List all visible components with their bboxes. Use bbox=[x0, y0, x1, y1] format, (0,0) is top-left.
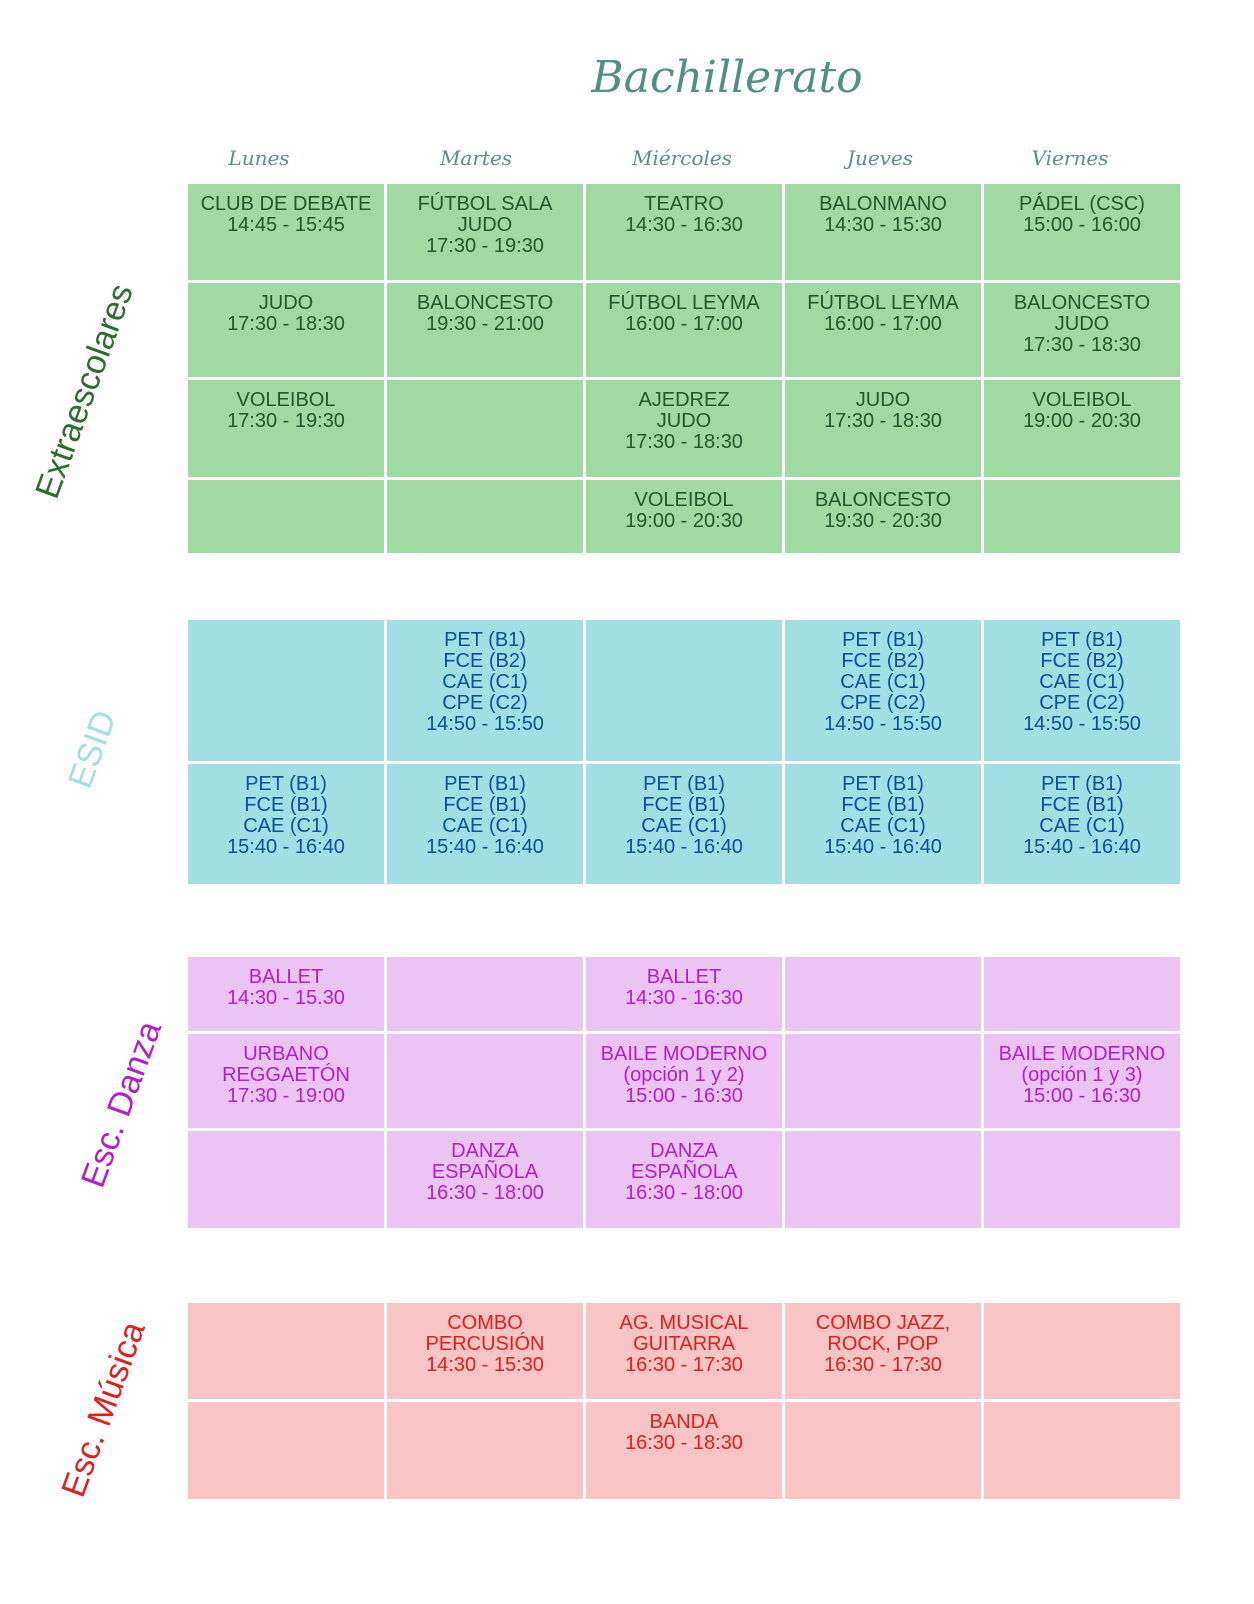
schedule-cell: COMBO PERCUSIÓN 14:30 - 15:30 bbox=[387, 1303, 583, 1399]
schedule-cell bbox=[984, 1402, 1180, 1499]
schedule-cell: PET (B1) FCE (B1) CAE (C1) 15:40 - 16:40 bbox=[984, 764, 1180, 884]
schedule-cell: BAILE MODERNO (opción 1 y 2) 15:00 - 16:… bbox=[586, 1034, 782, 1128]
schedule-cell: PET (B1) FCE (B2) CAE (C1) CPE (C2) 14:5… bbox=[984, 620, 1180, 761]
section-musica: COMBO PERCUSIÓN 14:30 - 15:30 AG. MUSICA… bbox=[188, 1303, 1182, 1499]
schedule-cell bbox=[984, 1131, 1180, 1228]
schedule-cell: URBANO REGGAETÓN 17:30 - 19:00 bbox=[188, 1034, 384, 1128]
section-extraescolares: CLUB DE DEBATE 14:45 - 15:45 FÚTBOL SALA… bbox=[188, 184, 1182, 553]
schedule-cell bbox=[984, 1303, 1180, 1399]
schedule-cell: COMBO JAZZ, ROCK, POP 16:30 - 17:30 bbox=[785, 1303, 981, 1399]
schedule-cell bbox=[188, 1131, 384, 1228]
schedule-cell bbox=[387, 480, 583, 553]
schedule-cell: PET (B1) FCE (B2) CAE (C1) CPE (C2) 14:5… bbox=[785, 620, 981, 761]
section-label-esid: ESID bbox=[61, 705, 124, 794]
schedule-cell bbox=[387, 957, 583, 1031]
schedule-cell: BALONCESTO JUDO 17:30 - 18:30 bbox=[984, 283, 1180, 377]
schedule-cell: CLUB DE DEBATE 14:45 - 15:45 bbox=[188, 184, 384, 280]
schedule-cell: BALLET 14:30 - 15.30 bbox=[188, 957, 384, 1031]
day-header-viernes: Viernes bbox=[1031, 146, 1109, 170]
schedule-cell bbox=[387, 1402, 583, 1499]
day-header-miercoles: Miércoles bbox=[631, 146, 732, 170]
schedule-cell bbox=[785, 957, 981, 1031]
section-esid: PET (B1) FCE (B2) CAE (C1) CPE (C2) 14:5… bbox=[188, 620, 1182, 884]
schedule-cell: PÁDEL (CSC) 15:00 - 16:00 bbox=[984, 184, 1180, 280]
schedule-cell bbox=[785, 1034, 981, 1128]
schedule-cell bbox=[188, 480, 384, 553]
schedule-cell: JUDO 17:30 - 18:30 bbox=[188, 283, 384, 377]
schedule-cell bbox=[984, 480, 1180, 553]
schedule-cell: PET (B1) FCE (B2) CAE (C1) CPE (C2) 14:5… bbox=[387, 620, 583, 761]
schedule-cell bbox=[387, 380, 583, 477]
schedule-cell bbox=[188, 1402, 384, 1499]
schedule-cell bbox=[785, 1131, 981, 1228]
schedule-cell bbox=[984, 957, 1180, 1031]
day-header-jueves: Jueves bbox=[846, 146, 914, 170]
schedule-cell bbox=[785, 1402, 981, 1499]
schedule-cell: AJEDREZ JUDO 17:30 - 18:30 bbox=[586, 380, 782, 477]
schedule-cell bbox=[387, 1034, 583, 1128]
schedule-cell bbox=[586, 620, 782, 761]
schedule-cell: BANDA 16:30 - 18:30 bbox=[586, 1402, 782, 1499]
day-header-martes: Martes bbox=[439, 146, 513, 170]
schedule-cell: TEATRO 14:30 - 16:30 bbox=[586, 184, 782, 280]
schedule-cell: DANZA ESPAÑOLA 16:30 - 18:00 bbox=[586, 1131, 782, 1228]
schedule-cell: PET (B1) FCE (B1) CAE (C1) 15:40 - 16:40 bbox=[188, 764, 384, 884]
schedule-cell: PET (B1) FCE (B1) CAE (C1) 15:40 - 16:40 bbox=[785, 764, 981, 884]
day-header-lunes: Lunes bbox=[228, 146, 290, 170]
schedule-cell: FÚTBOL LEYMA 16:00 - 17:00 bbox=[586, 283, 782, 377]
schedule-cell: BALONMANO 14:30 - 15:30 bbox=[785, 184, 981, 280]
schedule-cell: FÚTBOL SALA JUDO 17:30 - 19:30 bbox=[387, 184, 583, 280]
schedule-cell: BALONCESTO 19:30 - 21:00 bbox=[387, 283, 583, 377]
schedule-cell: PET (B1) FCE (B1) CAE (C1) 15:40 - 16:40 bbox=[387, 764, 583, 884]
section-label-extraescolares: Extraescolares bbox=[28, 279, 141, 504]
page-title: Bachillerato bbox=[591, 52, 863, 103]
schedule-cell: FÚTBOL LEYMA 16:00 - 17:00 bbox=[785, 283, 981, 377]
schedule-cell: BALONCESTO 19:30 - 20:30 bbox=[785, 480, 981, 553]
schedule-cell: VOLEIBOL 17:30 - 19:30 bbox=[188, 380, 384, 477]
schedule-cell bbox=[188, 620, 384, 761]
schedule-cell: PET (B1) FCE (B1) CAE (C1) 15:40 - 16:40 bbox=[586, 764, 782, 884]
schedule-cell: BAILE MODERNO (opción 1 y 3) 15:00 - 16:… bbox=[984, 1034, 1180, 1128]
schedule-cell bbox=[188, 1303, 384, 1399]
schedule-cell: JUDO 17:30 - 18:30 bbox=[785, 380, 981, 477]
section-danza: BALLET 14:30 - 15.30 BALLET 14:30 - 16:3… bbox=[188, 957, 1182, 1228]
schedule-cell: DANZA ESPAÑOLA 16:30 - 18:00 bbox=[387, 1131, 583, 1228]
schedule-cell: BALLET 14:30 - 16:30 bbox=[586, 957, 782, 1031]
schedule-cell: VOLEIBOL 19:00 - 20:30 bbox=[586, 480, 782, 553]
schedule-cell: AG. MUSICAL GUITARRA 16:30 - 17:30 bbox=[586, 1303, 782, 1399]
schedule-cell: VOLEIBOL 19:00 - 20:30 bbox=[984, 380, 1180, 477]
